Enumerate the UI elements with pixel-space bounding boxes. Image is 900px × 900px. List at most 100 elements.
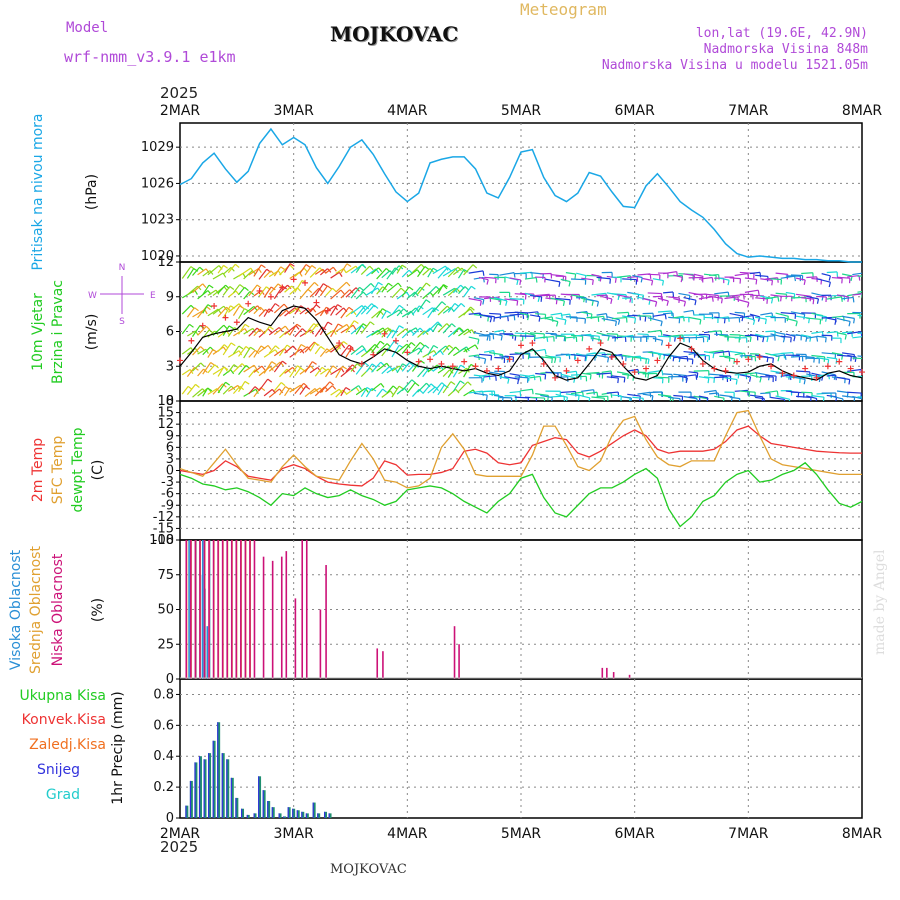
wind-barb-flag [516, 279, 519, 285]
wind-barb [238, 267, 252, 277]
wind-barb [836, 332, 847, 336]
wind-barb [335, 366, 343, 379]
wind-barb-flag [777, 296, 780, 302]
wind-barb [207, 349, 214, 358]
wind-barb [263, 326, 270, 335]
wind-barb-flag [853, 397, 856, 401]
wind-barb [647, 317, 663, 322]
wind-barb [831, 352, 843, 356]
wind-barb [821, 273, 831, 277]
wind-barb [314, 386, 326, 397]
wind-barb [386, 329, 394, 339]
wind-gust-marker [302, 279, 309, 286]
wind-barb [217, 265, 225, 274]
temp-axis-title-1: 2m Temp [30, 438, 46, 502]
wind-barb-flag [205, 325, 211, 331]
wind-barb [591, 396, 605, 399]
wind-barb [238, 346, 247, 357]
wind-barb-flag [202, 283, 207, 288]
wind-barb-flag [864, 400, 865, 405]
wind-barb [452, 327, 460, 335]
wind-barb [181, 266, 192, 279]
wind-barb [657, 297, 669, 302]
wind-barb [427, 307, 436, 319]
y-tick-label: 9 [166, 429, 174, 444]
wind-barb [760, 334, 775, 338]
wind-barb [391, 344, 400, 358]
wind-barb [202, 346, 211, 356]
wind-barb [350, 345, 363, 356]
wind-barb [770, 278, 782, 281]
wind-barb [611, 353, 622, 357]
wind-barb [437, 267, 448, 279]
wind-barb [411, 305, 420, 316]
wind-barb [207, 364, 216, 374]
wind-barb-flag [795, 321, 798, 327]
wind-barb-flag [352, 324, 357, 330]
wind-barb [243, 364, 255, 373]
wind-barb-flag [261, 365, 266, 371]
wind-barb [729, 312, 744, 317]
wind-barb [857, 332, 862, 335]
wind-barb-flag [535, 277, 538, 283]
wind-barb [345, 265, 357, 274]
wind-barb-flag [296, 323, 302, 328]
wind-gust-marker [631, 369, 638, 376]
wind-barb-flag [815, 398, 818, 401]
wind-barb-flag [467, 381, 472, 386]
wind-barb [447, 346, 456, 356]
wind-barb-flag [585, 355, 588, 362]
wind-barb [765, 296, 779, 300]
wind-gust-marker [427, 356, 434, 363]
wind-barb [714, 333, 729, 336]
wind-barb-flag [784, 354, 787, 360]
wind-barb [232, 385, 241, 395]
wind-barb [688, 316, 701, 321]
wind-barb-flag [361, 264, 367, 269]
wind-barb [852, 272, 862, 276]
wind-barb-flag [757, 290, 760, 296]
wind-barb-flag [762, 337, 765, 343]
wind-barb-flag [841, 398, 844, 401]
wind-barb [263, 388, 273, 397]
wind-barb [192, 346, 201, 356]
wind-barb [755, 274, 769, 278]
wind-barb [181, 369, 191, 376]
x-tick-label-top: 5MAR [501, 103, 542, 119]
wind-barb [616, 275, 631, 278]
precip-snow-bar [283, 816, 285, 818]
legend-snow: Snijeg [37, 762, 80, 778]
wind-barb [478, 374, 490, 377]
wind-barb-flag [319, 267, 324, 272]
wind-barb [314, 283, 324, 297]
wind-gust-marker [688, 345, 695, 352]
wind-barb [381, 366, 390, 375]
wind-barb-flag [459, 327, 464, 332]
wind-barb-flag [408, 286, 414, 291]
wind-barb [453, 267, 463, 276]
wind-barb [294, 367, 301, 377]
wind-barb [365, 304, 375, 315]
wind-barb [770, 396, 785, 401]
wind-barb [816, 314, 827, 318]
wind-barb-flag [752, 319, 756, 325]
wind-barb [760, 312, 773, 316]
wind-barb [463, 285, 472, 298]
y-tick-label: -3 [161, 475, 174, 490]
wind-barb [217, 381, 227, 394]
wind-barb [489, 351, 503, 356]
wind-barb [360, 282, 372, 293]
wind-barb [401, 310, 412, 318]
precip-bar [235, 797, 239, 818]
wind-barb-flag [362, 323, 368, 327]
wind-barb [739, 314, 754, 319]
wind-barb [289, 348, 302, 358]
wind-barb-flag [403, 308, 408, 313]
wind-barb-flag [660, 321, 663, 327]
wind-barb [847, 331, 862, 335]
wind-barb [458, 346, 467, 353]
wind-barb [335, 268, 344, 274]
wind-gust-marker [324, 307, 331, 314]
precip-snow-bar [253, 813, 255, 818]
wind-barb [289, 384, 301, 393]
